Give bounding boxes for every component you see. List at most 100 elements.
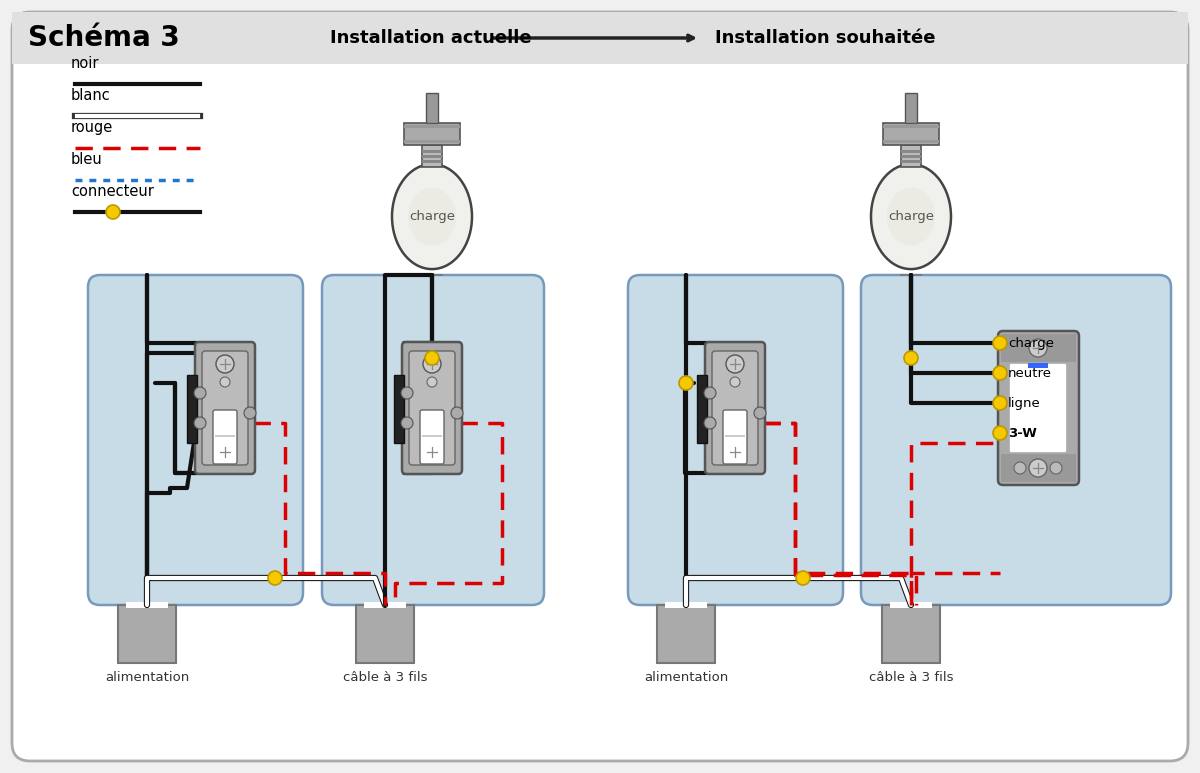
FancyBboxPatch shape (12, 12, 1188, 761)
Circle shape (992, 336, 1007, 350)
FancyBboxPatch shape (420, 410, 444, 464)
FancyBboxPatch shape (196, 342, 256, 474)
FancyBboxPatch shape (88, 275, 302, 605)
Circle shape (422, 443, 442, 461)
Bar (404, 125, 460, 128)
Bar (901, 160, 920, 163)
Text: charge: charge (888, 210, 934, 223)
Text: alimentation: alimentation (644, 671, 728, 684)
FancyBboxPatch shape (860, 275, 1171, 605)
Circle shape (992, 396, 1007, 410)
Circle shape (220, 429, 230, 439)
Text: neutre: neutre (1008, 366, 1052, 380)
Circle shape (268, 571, 282, 585)
Bar (1028, 363, 1048, 368)
Circle shape (726, 443, 744, 461)
Bar (422, 150, 442, 153)
Text: charge: charge (1008, 336, 1054, 349)
Circle shape (992, 366, 1007, 380)
Text: blanc: blanc (71, 88, 110, 103)
Circle shape (425, 351, 439, 365)
Ellipse shape (392, 164, 472, 269)
Text: 3-W: 3-W (1008, 427, 1037, 440)
Bar (422, 145, 442, 167)
Bar (404, 123, 460, 145)
Text: noir: noir (71, 56, 100, 71)
Bar (422, 160, 442, 163)
Circle shape (401, 387, 413, 399)
Bar (890, 602, 932, 608)
Text: charge: charge (409, 210, 455, 223)
Bar (882, 605, 940, 663)
Circle shape (730, 429, 740, 439)
Circle shape (1050, 462, 1062, 474)
Bar (426, 93, 438, 123)
Circle shape (1028, 339, 1046, 357)
Circle shape (754, 407, 766, 419)
FancyBboxPatch shape (402, 342, 462, 474)
Ellipse shape (871, 164, 950, 269)
Circle shape (704, 387, 716, 399)
FancyBboxPatch shape (202, 351, 248, 465)
Ellipse shape (408, 188, 456, 246)
Bar (883, 125, 938, 128)
Bar (404, 140, 460, 143)
Bar (215, 435, 235, 437)
Circle shape (992, 426, 1007, 440)
Bar (883, 140, 938, 143)
Text: connecteur: connecteur (71, 184, 154, 199)
FancyBboxPatch shape (722, 410, 746, 464)
Bar (422, 435, 442, 437)
Circle shape (730, 377, 740, 387)
FancyBboxPatch shape (998, 331, 1079, 485)
Text: alimentation: alimentation (104, 671, 190, 684)
Bar (126, 602, 168, 608)
Circle shape (422, 355, 442, 373)
Bar (901, 150, 920, 153)
Bar (697, 375, 707, 443)
FancyBboxPatch shape (712, 351, 758, 465)
Text: bleu: bleu (71, 152, 103, 167)
Ellipse shape (887, 188, 935, 246)
Bar (118, 605, 176, 663)
Circle shape (401, 417, 413, 429)
FancyBboxPatch shape (704, 342, 766, 474)
Text: ligne: ligne (1008, 397, 1040, 410)
Circle shape (216, 443, 234, 461)
Text: Installation souhaitée: Installation souhaitée (715, 29, 936, 47)
Circle shape (904, 351, 918, 365)
Text: câble à 3 fils: câble à 3 fils (343, 671, 427, 684)
FancyBboxPatch shape (409, 351, 455, 465)
Text: Schéma 3: Schéma 3 (28, 24, 180, 52)
Bar (665, 602, 707, 608)
FancyBboxPatch shape (322, 275, 544, 605)
Text: Installation actuelle: Installation actuelle (330, 29, 532, 47)
Bar (1001, 334, 1076, 362)
FancyBboxPatch shape (628, 275, 842, 605)
Text: rouge: rouge (71, 120, 113, 135)
Circle shape (216, 355, 234, 373)
Circle shape (1028, 459, 1046, 477)
Circle shape (106, 205, 120, 219)
Bar (725, 435, 745, 437)
Bar (364, 602, 406, 608)
Bar (901, 145, 920, 167)
Circle shape (194, 417, 206, 429)
Bar (356, 605, 414, 663)
Circle shape (704, 417, 716, 429)
Circle shape (427, 377, 437, 387)
Circle shape (679, 376, 694, 390)
Bar (905, 93, 917, 123)
Bar (901, 155, 920, 158)
Bar (883, 123, 938, 145)
Bar (1001, 454, 1076, 482)
Bar (187, 375, 197, 443)
Bar (12, 12, 1188, 64)
FancyBboxPatch shape (214, 410, 238, 464)
Circle shape (194, 387, 206, 399)
Text: câble à 3 fils: câble à 3 fils (869, 671, 953, 684)
Circle shape (244, 407, 256, 419)
Circle shape (451, 407, 463, 419)
Circle shape (726, 355, 744, 373)
Bar (394, 375, 404, 443)
